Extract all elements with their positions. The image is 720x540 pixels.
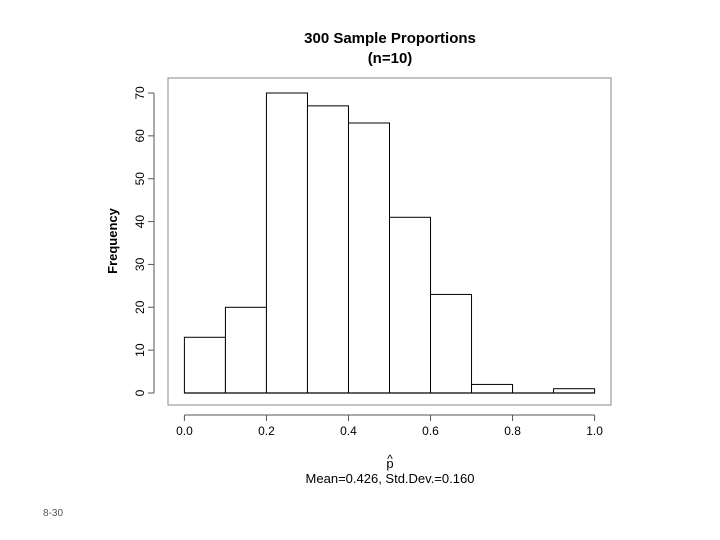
chart-subtitle: (n=10) [368, 50, 413, 67]
y-tick-label: 10 [133, 343, 147, 357]
chart-title: 300 Sample Proportions [304, 30, 476, 47]
slide-number: 8-30 [43, 508, 64, 519]
histogram-bar [430, 293, 473, 394]
y-tick-label: 50 [133, 172, 147, 186]
x-axis-label-hat: ^ [387, 452, 393, 466]
y-tick-label: 40 [133, 215, 147, 229]
x-tick-label: 0.6 [422, 424, 439, 438]
histogram-bar [471, 383, 514, 394]
plot-frame [167, 77, 612, 406]
histogram-bar [224, 306, 267, 394]
x-tick-label: 0.2 [258, 424, 275, 438]
histogram-bar [389, 216, 432, 394]
x-axis-note: Mean=0.426, Std.Dev.=0.160 [306, 471, 475, 486]
x-tick-label: 1.0 [586, 424, 603, 438]
histogram-bar [183, 336, 226, 394]
y-tick-label: 0 [133, 389, 147, 396]
histogram-bar [306, 105, 349, 394]
x-axis-label: p [386, 456, 393, 471]
x-tick-label: 0.8 [504, 424, 521, 438]
histogram-bar [265, 92, 308, 394]
x-tick-label: 0.0 [176, 424, 193, 438]
bars-group [183, 92, 596, 394]
y-tick-label: 20 [133, 300, 147, 314]
y-tick-label: 30 [133, 257, 147, 271]
y-tick-label: 60 [133, 129, 147, 143]
y-axis: 0 10 20 30 40 50 60 70 [133, 86, 155, 396]
histogram-bar [553, 388, 596, 394]
y-axis-label: Frequency [105, 207, 120, 274]
x-tick-label: 0.4 [340, 424, 357, 438]
y-tick-label: 70 [133, 86, 147, 100]
histogram-bar [347, 122, 390, 394]
x-axis: 0.0 0.2 0.4 0.6 0.8 1.0 [176, 414, 603, 438]
